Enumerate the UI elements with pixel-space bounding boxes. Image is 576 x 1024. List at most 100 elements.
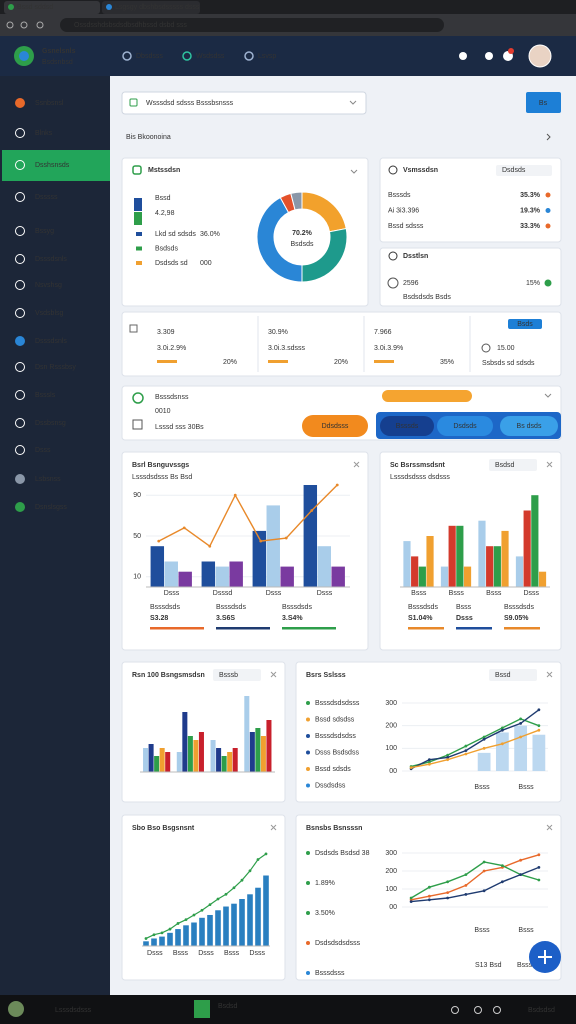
tab-title: Bssd sddsd	[17, 4, 53, 11]
nav-link: Wsdsdss	[196, 53, 225, 60]
chart-filter[interactable]	[489, 459, 537, 471]
card-title: Dsstlsn	[403, 253, 428, 260]
sidebar-item[interactable]: Dsssss	[35, 194, 58, 201]
bar	[176, 752, 182, 772]
line-point	[464, 752, 468, 756]
sidebar-item[interactable]: Ssnbsnsl	[35, 100, 64, 107]
chart-title: Sc Bsrssmsdsnt	[390, 462, 446, 469]
line-point	[500, 728, 504, 732]
line-point	[409, 896, 413, 900]
line-series	[410, 709, 540, 770]
primary-button[interactable]	[526, 92, 561, 113]
line-point	[537, 724, 541, 728]
chart-close[interactable]	[546, 461, 553, 468]
taskbar	[0, 995, 576, 1024]
url-field[interactable]	[60, 18, 444, 32]
row-label: Dsdsds sd	[155, 260, 188, 267]
select-icon	[129, 98, 138, 107]
sidebar-item[interactable]: Lsbsnss	[35, 476, 61, 483]
bar	[165, 752, 171, 772]
chart-close[interactable]	[546, 671, 553, 678]
action-button[interactable]	[380, 416, 434, 436]
bar	[331, 566, 345, 587]
sidebar-icon	[15, 474, 25, 484]
sidebar-item[interactable]: Dsshsnsds	[35, 162, 70, 169]
input-bar[interactable]	[382, 390, 472, 402]
line-series	[145, 853, 267, 940]
sidebar	[0, 76, 110, 995]
select-text: Wsssdsd sdsss Bsssbsnsss	[146, 100, 234, 107]
orange-button[interactable]	[302, 415, 368, 437]
legend-text: 1.89%	[315, 880, 335, 887]
nav-button[interactable]	[36, 21, 44, 29]
chart-filter[interactable]	[489, 669, 537, 681]
avatar[interactable]	[528, 44, 552, 68]
sidebar-icon	[15, 502, 25, 512]
summary-dot	[545, 223, 551, 229]
legend-marker	[306, 971, 310, 975]
chart-close[interactable]	[546, 824, 553, 831]
line-point	[464, 884, 468, 887]
x-label: Bsss	[173, 950, 189, 957]
header-icon[interactable]	[459, 52, 467, 60]
search-select[interactable]	[121, 91, 367, 115]
chart-close[interactable]	[270, 824, 277, 831]
line-point	[500, 742, 504, 746]
nav-button[interactable]	[20, 21, 28, 29]
chart-footer: S13 Bsd	[475, 962, 502, 969]
status-value: 2596	[403, 280, 419, 287]
line-point	[537, 878, 541, 882]
legend-text: Dsdsds Bsdsd 38	[315, 850, 370, 857]
stat-label: Bsssdsds	[216, 604, 246, 611]
header-icon[interactable]	[485, 52, 493, 60]
action-value: 0010	[155, 408, 171, 415]
sidebar-item[interactable]: Bsssls	[35, 392, 56, 399]
sidebar-item[interactable]: Blnks	[35, 130, 53, 137]
sidebar-item[interactable]: Nsvshsg	[35, 282, 62, 289]
start-avatar[interactable]	[8, 1001, 24, 1017]
kpi-sub: 3.0i.3.9%	[374, 345, 403, 352]
line-point	[464, 744, 468, 748]
kpi-bar	[374, 360, 394, 363]
chart-close[interactable]	[270, 671, 277, 678]
donut-sub: Bsdsds	[291, 241, 314, 248]
chart-close[interactable]	[353, 461, 360, 468]
legend-text: Bsssdsdsdsss	[315, 700, 360, 707]
x-tick-label: Bsss	[486, 590, 502, 597]
expand-arrow[interactable]	[546, 133, 551, 141]
nav-button[interactable]	[6, 21, 14, 29]
row-label: Lkd sd sdsds	[155, 231, 196, 238]
line-series	[411, 866, 540, 903]
action-button[interactable]	[500, 416, 558, 436]
sidebar-item[interactable]: Dssbsnsg	[35, 420, 66, 427]
sidebar-item[interactable]: Dsssdsnls	[35, 338, 67, 345]
sidebar-item[interactable]: Vsdsblsg	[35, 310, 64, 317]
summary-value: 35.3%	[520, 192, 541, 199]
x-tick-label: Dsssd	[213, 590, 233, 597]
sidebar-item[interactable]: Bssyg	[35, 228, 54, 235]
line-point	[482, 746, 486, 750]
bar	[495, 732, 509, 771]
bar	[280, 566, 294, 587]
bar	[159, 748, 165, 772]
tab-title: Lsgsgy dbshbsdsssss dsss	[115, 4, 200, 11]
chevron	[349, 100, 357, 105]
sidebar-item[interactable]: Dsss	[35, 447, 51, 454]
sidebar-item[interactable]: Dsnslsgss	[35, 504, 67, 511]
bar	[183, 925, 189, 946]
action-button[interactable]	[437, 416, 493, 436]
section-title: Bis Bkoonoina	[126, 134, 171, 141]
sidebar-item[interactable]: Dsssdsnls	[35, 256, 67, 263]
taskbar-app[interactable]	[194, 1000, 210, 1018]
chart-filter[interactable]	[213, 669, 261, 681]
browser-tab[interactable]	[4, 1, 100, 14]
bar	[303, 485, 318, 587]
summary-dot	[545, 192, 551, 198]
row-value: 36.0%	[200, 231, 220, 238]
line-point	[519, 873, 523, 876]
bar	[232, 748, 238, 772]
browser-tab[interactable]	[102, 1, 200, 14]
y-tick-label: 100	[385, 745, 397, 752]
sidebar-item[interactable]: Dsn Rsssbsy	[35, 364, 76, 371]
y-tick-label: 200	[385, 868, 397, 875]
